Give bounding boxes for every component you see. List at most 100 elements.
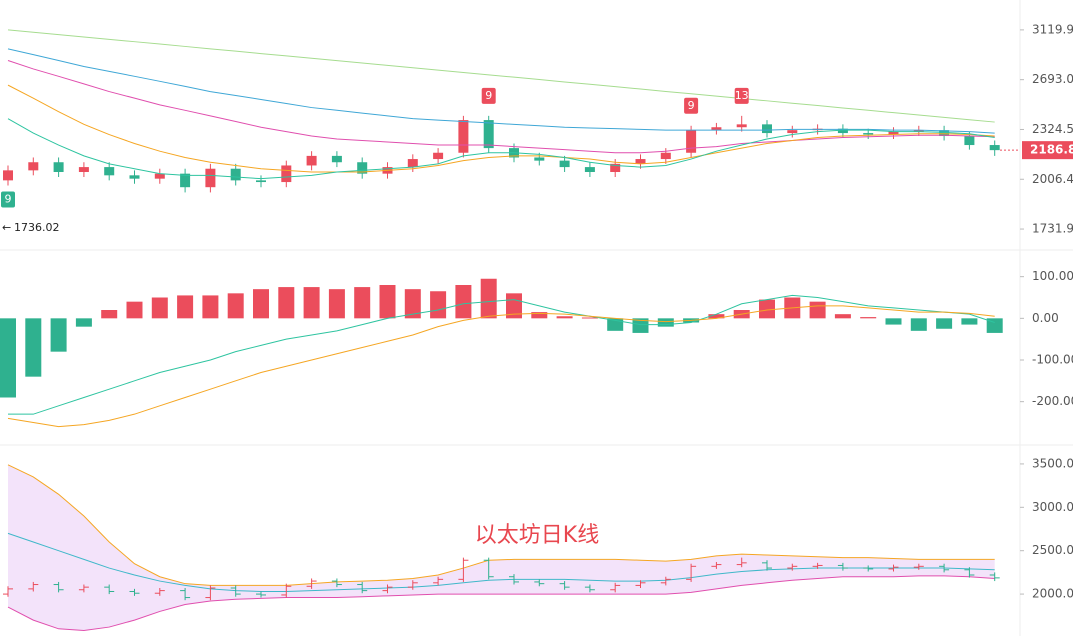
marker-label: 9 [5, 192, 12, 205]
candle-body [281, 165, 292, 183]
y-tick-label: 2693.07 [1032, 72, 1073, 86]
y-tick-label: 3119.99 [1032, 22, 1073, 36]
ma-line [7, 84, 995, 173]
candle-body [230, 168, 241, 181]
y-tick-label: -200.00 [1032, 394, 1073, 408]
histogram-bar [328, 289, 345, 319]
candle-body [357, 162, 368, 174]
candle-body [863, 133, 874, 135]
candle-body [256, 180, 266, 183]
candle-body [584, 167, 595, 173]
ma-line [7, 60, 995, 154]
histogram-bar [885, 318, 902, 325]
candle-body [534, 157, 545, 161]
histogram-bar [151, 297, 168, 319]
histogram-bar [531, 312, 548, 319]
marker-label: 9 [688, 99, 695, 112]
y-tick-label: 2500.00 [1032, 543, 1073, 557]
histogram-bar [278, 287, 295, 319]
histogram-bar [430, 291, 447, 319]
candle-body [660, 152, 671, 160]
candle-body [762, 124, 772, 134]
histogram-bar [50, 318, 67, 352]
histogram-bar [75, 318, 92, 327]
histogram-bar [556, 316, 573, 319]
candle-body [104, 167, 115, 176]
band-line [7, 575, 995, 632]
y-tick-label: 2006.49 [1032, 172, 1073, 186]
marker-badge [734, 87, 749, 104]
histogram-bar [632, 318, 649, 333]
histogram-bar [455, 285, 472, 319]
last-price-label: 2186.80 [1030, 143, 1073, 157]
histogram-bar [0, 318, 16, 398]
last-price-tag [1022, 141, 1073, 160]
y-tick-label: 2324.57 [1032, 122, 1073, 136]
candle-body [53, 162, 64, 173]
macd-line [7, 305, 995, 428]
y-tick-label: 100.00 [1032, 269, 1073, 283]
chart-title: 以太坊日K线 [475, 523, 599, 548]
histogram-bar [961, 318, 978, 325]
candle-body [736, 124, 747, 128]
candle-body [559, 160, 570, 168]
band-fill [8, 464, 995, 631]
histogram-bar [202, 295, 219, 319]
histogram-bar [303, 287, 320, 319]
y-tick-label: -100.00 [1032, 353, 1073, 367]
histogram-bar [177, 295, 194, 319]
histogram-bar [910, 318, 927, 331]
candle-body [939, 130, 950, 137]
candle-body [837, 128, 848, 134]
candle-body [610, 163, 621, 173]
marker-badge [481, 87, 496, 104]
candle-body [635, 159, 646, 164]
y-tick-label: 3500.00 [1032, 456, 1073, 470]
low-label: 1736.02 [14, 221, 60, 234]
histogram-bar [126, 301, 143, 319]
marker-badge [1, 191, 15, 208]
candle-body [711, 127, 722, 131]
histogram-bar [404, 289, 421, 319]
candle-body [205, 168, 216, 188]
histogram-bar [253, 289, 269, 319]
histogram-bar [354, 287, 371, 319]
band-line [7, 532, 995, 592]
macd-line [8, 294, 995, 415]
marker-label: 9 [485, 89, 492, 102]
histogram-bar [25, 318, 42, 377]
ma-line [7, 48, 995, 134]
candle-body [407, 159, 418, 168]
histogram-bar [759, 299, 775, 319]
histogram-bar [657, 318, 674, 327]
histogram-bar [379, 285, 396, 319]
histogram-bar [986, 318, 1003, 333]
y-tick-label: 1731.94 [1032, 222, 1073, 236]
candle-body [306, 155, 317, 166]
histogram-bar [101, 310, 118, 319]
candle-body [129, 175, 140, 179]
candle-body [888, 131, 899, 135]
candle-body [3, 170, 13, 181]
marker-badge [684, 97, 699, 114]
candle-body [78, 167, 89, 173]
histogram-bar [480, 278, 497, 319]
candle-body [913, 130, 924, 132]
candle-body [433, 152, 444, 160]
candle-body [331, 155, 342, 163]
marker-label: 13 [735, 89, 749, 102]
candle-body [989, 145, 1000, 151]
band-line [7, 464, 995, 586]
histogram-bar [860, 317, 877, 319]
candle-body [483, 120, 494, 149]
histogram-bar [834, 314, 851, 319]
low-arrow: ← [2, 221, 11, 234]
candle-body [458, 120, 469, 153]
histogram-bar [809, 301, 826, 319]
candle-body [964, 136, 975, 146]
histogram-bar [708, 314, 725, 319]
candle-body [686, 130, 697, 153]
histogram-bar [936, 318, 953, 329]
y-tick-label: 2000.00 [1032, 587, 1073, 601]
histogram-bar [227, 293, 244, 319]
